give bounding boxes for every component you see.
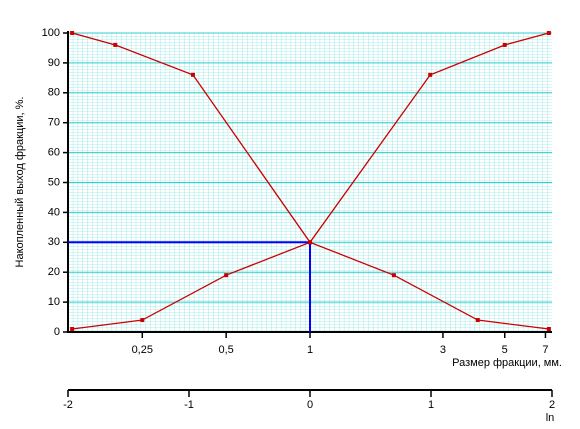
x-tick-label: 0,25 — [132, 344, 153, 356]
point — [428, 72, 433, 77]
y-tick-label: 30 — [48, 236, 60, 248]
y-tick-label: 0 — [54, 326, 60, 338]
point — [546, 327, 551, 332]
point — [224, 273, 229, 278]
y-axis-label: Накопленный выход фракции, %. — [14, 97, 26, 268]
y-tick-label: 10 — [48, 296, 60, 308]
y-tick-label: 40 — [48, 206, 60, 218]
point — [502, 42, 507, 47]
point — [190, 72, 195, 77]
x2-tick-label: 2 — [549, 399, 555, 411]
x-tick-label: 5 — [502, 344, 508, 356]
point — [140, 318, 145, 323]
x-tick-label: 0,5 — [219, 344, 234, 356]
y-tick-label: 20 — [48, 266, 60, 278]
point — [475, 318, 480, 323]
point — [70, 327, 75, 332]
x2-axis-label: ln — [546, 412, 555, 424]
y-tick-label: 90 — [48, 57, 60, 69]
y-tick-label: 60 — [48, 147, 60, 159]
x-tick-label: 7 — [542, 344, 548, 356]
y-tick-label: 80 — [48, 87, 60, 99]
x-tick-label: 1 — [307, 344, 313, 356]
point — [391, 273, 396, 278]
x-tick-label: 3 — [440, 344, 446, 356]
y-tick-label: 50 — [48, 176, 60, 188]
y-tick-label: 100 — [42, 27, 60, 39]
point — [70, 31, 75, 35]
x2-tick-label: 0 — [307, 399, 313, 411]
x-axis-label: Размер фракции, мм. — [452, 357, 562, 369]
y-tick-label: 70 — [48, 117, 60, 129]
point — [308, 240, 313, 245]
x2-tick-label: 1 — [428, 399, 434, 411]
point — [546, 31, 551, 35]
point — [113, 42, 118, 47]
x2-tick-label: -2 — [63, 399, 73, 411]
x2-tick-label: -1 — [184, 399, 194, 411]
